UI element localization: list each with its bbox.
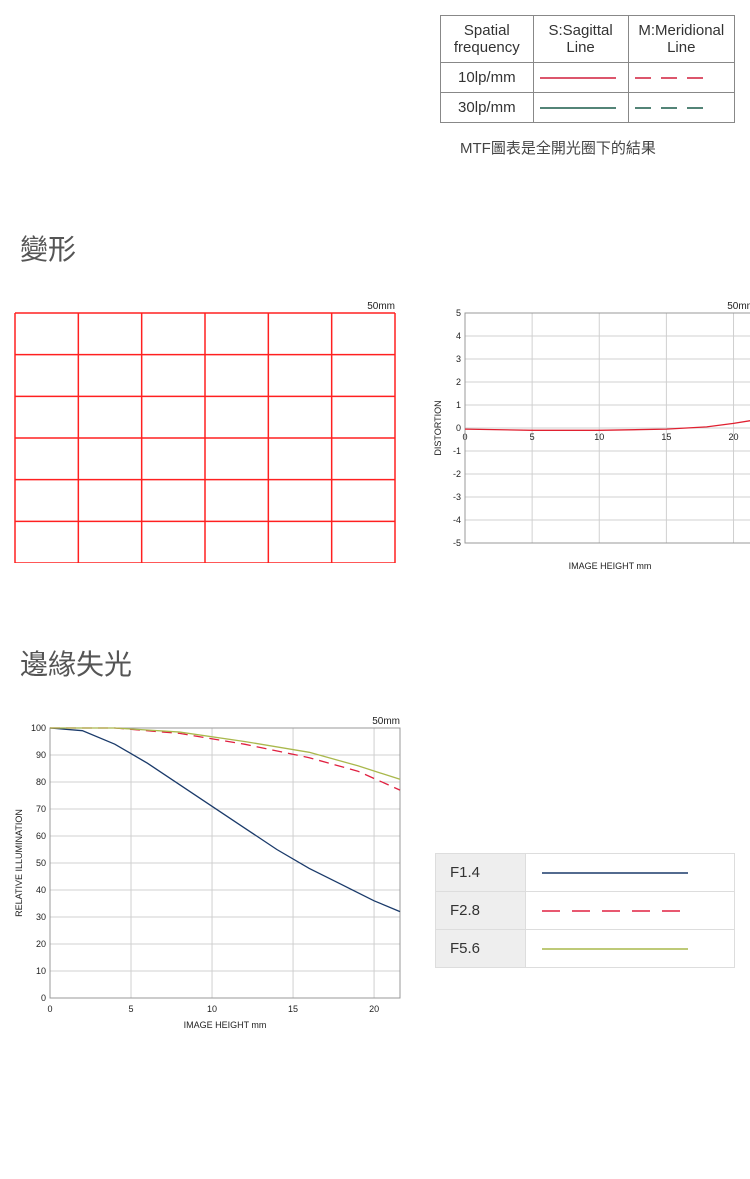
svg-text:5: 5 bbox=[129, 1004, 134, 1014]
svg-text:10: 10 bbox=[207, 1004, 217, 1014]
svg-text:RELATIVE ILLUMINATION: RELATIVE ILLUMINATION bbox=[14, 809, 24, 917]
mtf-header-meridional: M:Meridional Line bbox=[628, 16, 734, 63]
svg-text:80: 80 bbox=[36, 777, 46, 787]
vignetting-legend-row: F2.8 bbox=[436, 892, 735, 930]
section-title-distortion: 變形 bbox=[20, 228, 750, 268]
svg-text:50mm: 50mm bbox=[372, 716, 400, 727]
svg-text:IMAGE HEIGHT mm: IMAGE HEIGHT mm bbox=[569, 561, 652, 571]
svg-text:70: 70 bbox=[36, 804, 46, 814]
svg-text:-4: -4 bbox=[453, 515, 461, 525]
svg-text:2: 2 bbox=[456, 377, 461, 387]
mtf-row-sagittal bbox=[533, 63, 628, 93]
svg-text:50: 50 bbox=[36, 858, 46, 868]
svg-text:90: 90 bbox=[36, 750, 46, 760]
distortion-chart: 50mm-5-4-3-2-101234505101520IMAGE HEIGHT… bbox=[430, 298, 750, 573]
svg-text:5: 5 bbox=[456, 308, 461, 318]
vignetting-legend-label: F1.4 bbox=[436, 854, 526, 892]
svg-text:50mm: 50mm bbox=[727, 301, 750, 312]
svg-text:20: 20 bbox=[369, 1004, 379, 1014]
svg-text:40: 40 bbox=[36, 885, 46, 895]
svg-text:0: 0 bbox=[41, 993, 46, 1003]
vignetting-chart: 50mm 0 10 20 30 40 50 60 70 80 90 100 0 5 10 15 20 IMAGE … bbox=[10, 713, 405, 1033]
vignetting-legend-label: F5.6 bbox=[436, 930, 526, 968]
mtf-header-sagittal: S:Sagittal Line bbox=[533, 16, 628, 63]
vignetting-legend-line bbox=[526, 892, 735, 930]
vignetting-legend-row: F5.6 bbox=[436, 930, 735, 968]
svg-text:5: 5 bbox=[530, 432, 535, 442]
svg-text:60: 60 bbox=[36, 831, 46, 841]
svg-text:15: 15 bbox=[661, 432, 671, 442]
mtf-row-label: 30lp/mm bbox=[441, 93, 534, 123]
svg-text:10: 10 bbox=[36, 966, 46, 976]
svg-text:-2: -2 bbox=[453, 469, 461, 479]
svg-text:-1: -1 bbox=[453, 446, 461, 456]
svg-text:10: 10 bbox=[594, 432, 604, 442]
mtf-row-sagittal bbox=[533, 93, 628, 123]
distortion-grid: 50mm bbox=[10, 298, 400, 563]
mtf-legend-table: Spatial frequency S:Sagittal Line M:Meri… bbox=[440, 15, 735, 123]
mtf-header-freq: Spatial frequency bbox=[441, 16, 534, 63]
svg-text:3: 3 bbox=[456, 354, 461, 364]
vignetting-legend-line bbox=[526, 930, 735, 968]
svg-text:4: 4 bbox=[456, 331, 461, 341]
svg-text:100: 100 bbox=[31, 723, 46, 733]
svg-text:0: 0 bbox=[456, 423, 461, 433]
mtf-caption: MTF圖表是全開光圈下的結果 bbox=[460, 137, 750, 158]
vignetting-legend-line bbox=[526, 854, 735, 892]
svg-text:-3: -3 bbox=[453, 492, 461, 502]
svg-text:DISTORTION: DISTORTION bbox=[433, 400, 443, 455]
mtf-row-meridional bbox=[628, 93, 734, 123]
svg-text:0: 0 bbox=[47, 1004, 52, 1014]
vignetting-legend-row: F1.4 bbox=[436, 854, 735, 892]
svg-text:15: 15 bbox=[288, 1004, 298, 1014]
svg-text:1: 1 bbox=[456, 400, 461, 410]
svg-text:30: 30 bbox=[36, 912, 46, 922]
svg-text:20: 20 bbox=[36, 939, 46, 949]
svg-text:50mm: 50mm bbox=[367, 301, 395, 312]
section-title-vignetting: 邊緣失光 bbox=[20, 643, 750, 683]
svg-text:-5: -5 bbox=[453, 538, 461, 548]
vignetting-legend-label: F2.8 bbox=[436, 892, 526, 930]
mtf-row-meridional bbox=[628, 63, 734, 93]
svg-text:20: 20 bbox=[729, 432, 739, 442]
vignetting-legend-table: F1.4F2.8F5.6 bbox=[435, 853, 735, 968]
mtf-row-label: 10lp/mm bbox=[441, 63, 534, 93]
svg-text:IMAGE HEIGHT mm: IMAGE HEIGHT mm bbox=[184, 1020, 267, 1030]
